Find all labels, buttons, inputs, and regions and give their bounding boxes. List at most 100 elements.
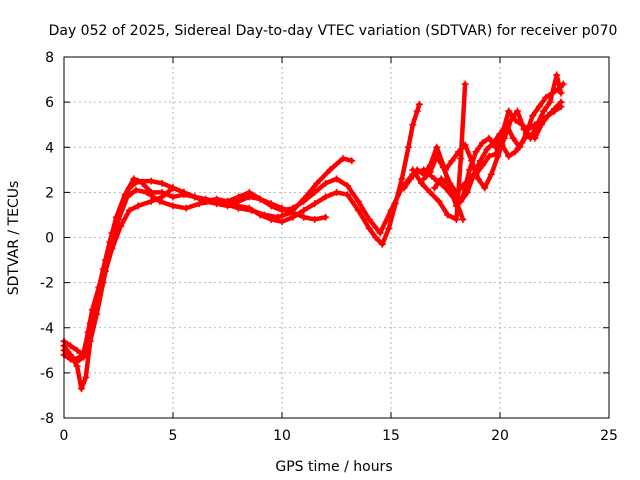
axis-ticks (63, 56, 610, 419)
data-point-marker (409, 121, 417, 129)
data-point-marker (234, 204, 242, 212)
data-point-marker (354, 197, 362, 205)
data-point-marker (420, 170, 428, 178)
data-point-marker (112, 213, 120, 221)
data-point-marker (476, 157, 484, 165)
y-axis-title: SDTVAR / TECUs (6, 181, 22, 296)
data-point-marker (311, 188, 319, 196)
data-point-marker (409, 166, 417, 174)
x-tick-label: 0 (60, 428, 69, 444)
data-point-marker (86, 319, 94, 327)
data-point-marker (278, 204, 286, 212)
data-point-marker (343, 191, 351, 199)
data-point-marker (485, 134, 493, 142)
data-point-marker (348, 157, 356, 165)
data-point-marker (202, 197, 210, 205)
data-point-marker (527, 134, 535, 142)
y-tick-label: -4 (40, 321, 54, 337)
data-point-marker (365, 224, 373, 232)
data-point-marker (418, 179, 426, 187)
data-point-marker (372, 234, 380, 241)
data-point-marker (398, 175, 406, 183)
x-tick-label: 25 (600, 428, 618, 444)
data-point-marker (147, 188, 155, 196)
data-point-marker (513, 107, 521, 115)
data-point-marker (99, 265, 107, 273)
data-point-marker (492, 143, 500, 151)
data-point-marker (452, 215, 460, 223)
data-point-marker (385, 224, 393, 232)
y-tick-label: -6 (40, 366, 54, 382)
y-tick-label: -8 (40, 411, 54, 427)
data-point-marker (437, 175, 445, 183)
data-point-marker (426, 161, 434, 169)
data-point-marker (300, 213, 308, 221)
data-point-marker (439, 161, 447, 169)
x-tick-label: 15 (382, 428, 400, 444)
data-point-marker (322, 213, 330, 221)
data-point-marker (485, 152, 493, 160)
x-tick-labels: 0 5 10 15 20 25 (60, 428, 618, 444)
data-point-marker (459, 215, 467, 223)
series-line (410, 81, 468, 222)
data-point-marker (540, 107, 548, 115)
data-point-marker (343, 182, 351, 190)
data-point-marker (444, 211, 452, 219)
series-track-9 (409, 80, 469, 223)
data-point-marker (169, 193, 177, 201)
data-point-marker (121, 191, 129, 199)
data-point-marker (311, 215, 319, 223)
data-point-marker (289, 209, 297, 217)
data-point-marker (498, 130, 506, 138)
data-point-marker (134, 202, 142, 210)
data-point-marker (311, 200, 319, 208)
data-point-marker (511, 116, 519, 124)
data-point-marker (557, 103, 565, 111)
data-point-marker (300, 206, 308, 214)
data-point-marker (546, 98, 554, 106)
data-point-marker (487, 170, 495, 178)
data-point-marker (67, 353, 75, 361)
series-track-3 (60, 155, 356, 393)
data-point-marker (551, 107, 558, 115)
y-tick-label: -2 (40, 276, 54, 292)
data-point-marker (158, 188, 166, 196)
data-point-marker (278, 218, 286, 226)
y-tick-label: 4 (45, 140, 54, 156)
data-point-marker (93, 297, 101, 305)
x-tick-label: 20 (491, 428, 509, 444)
data-point-marker (106, 238, 114, 246)
data-point-marker (300, 195, 308, 203)
data-point-marker (524, 125, 532, 133)
series-track-2 (60, 166, 467, 366)
data-point-marker (322, 193, 330, 201)
data-point-marker (339, 155, 347, 163)
data-point-marker (465, 166, 473, 174)
data-point-marker (413, 107, 421, 115)
data-point-marker (125, 206, 133, 214)
y-tick-label: 8 (45, 50, 54, 66)
data-point-marker (67, 342, 75, 350)
data-point-marker (511, 148, 519, 156)
y-tick-label: 2 (45, 185, 54, 201)
data-point-marker (130, 175, 138, 183)
data-point-marker (448, 157, 456, 165)
data-point-marker (182, 204, 190, 212)
data-point-marker (224, 197, 231, 205)
data-point-marker (261, 211, 269, 219)
data-point-marker (435, 197, 443, 205)
data-point-marker (169, 202, 177, 210)
data-point-marker (213, 195, 221, 203)
data-point-marker (191, 193, 199, 201)
data-point-marker (474, 175, 482, 183)
data-point-marker (446, 184, 454, 192)
data-point-marker (553, 71, 561, 79)
data-point-marker (77, 385, 85, 393)
series-line (61, 156, 355, 391)
data-point-marker (472, 148, 480, 156)
data-point-marker (431, 184, 439, 192)
data-point-marker (274, 213, 282, 221)
data-point-marker (73, 355, 81, 363)
chart-title: Day 052 of 2025, Sidereal Day-to-day VTE… (49, 23, 618, 39)
data-point-marker (267, 200, 275, 208)
